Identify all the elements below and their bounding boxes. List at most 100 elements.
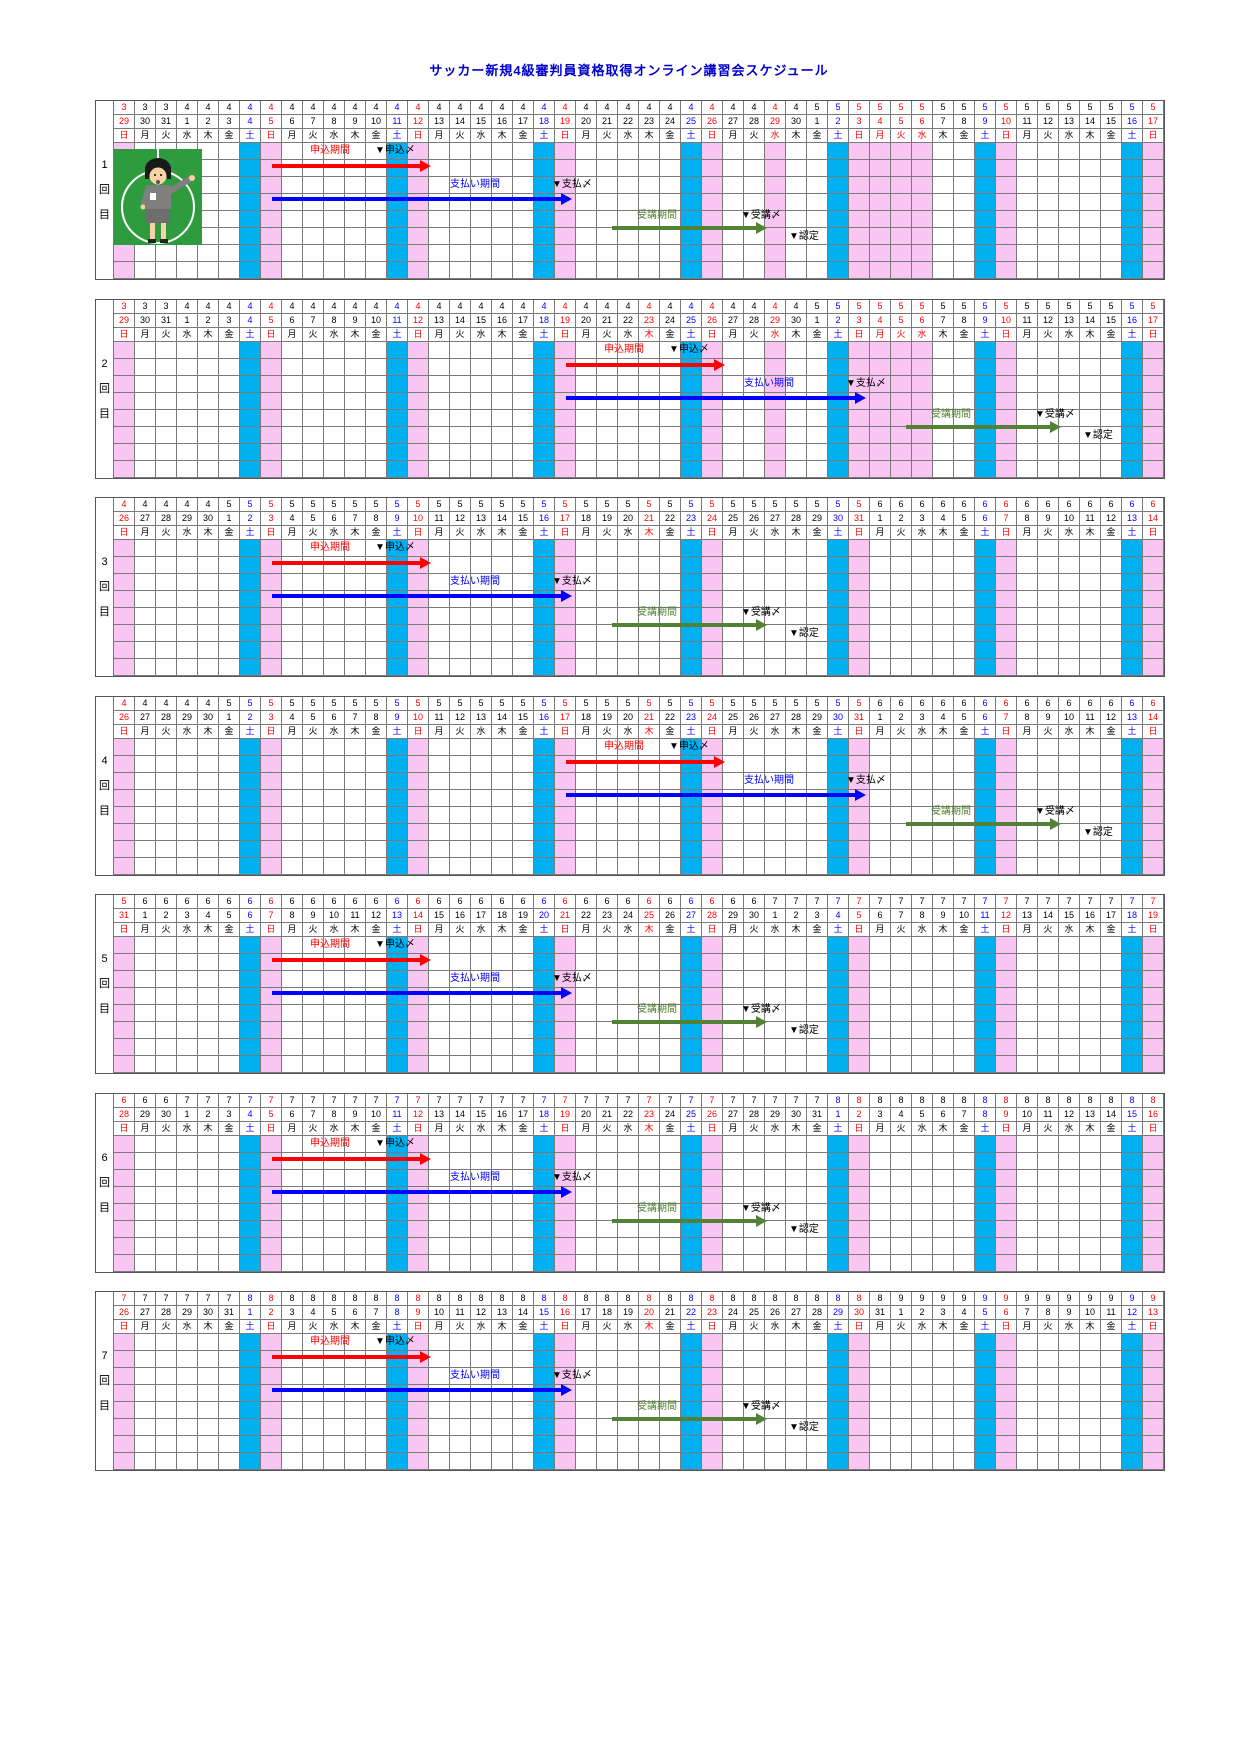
calendar-column xyxy=(555,739,576,875)
month-cell: 8 xyxy=(513,1292,534,1306)
day-cell: 3 xyxy=(261,512,282,526)
calendar-column xyxy=(534,143,555,279)
calendar-column xyxy=(639,540,660,676)
weekday-cell: 木 xyxy=(198,129,219,143)
day-cell: 17 xyxy=(555,711,576,725)
apply-period-arrow-head xyxy=(420,954,431,966)
month-cell: 5 xyxy=(996,300,1017,314)
weekday-cell: 月 xyxy=(282,923,303,937)
weekday-cell: 土 xyxy=(387,328,408,342)
weekday-cell: 土 xyxy=(975,1122,996,1136)
day-cell: 6 xyxy=(324,512,345,526)
day-cell: 1 xyxy=(219,711,240,725)
day-cell: 24 xyxy=(618,909,639,923)
day-cell: 7 xyxy=(996,711,1017,725)
calendar-column xyxy=(807,1334,828,1470)
month-cell: 6 xyxy=(975,697,996,711)
calendar-body-row xyxy=(114,342,1164,478)
month-cell: 6 xyxy=(156,895,177,909)
calendar-column xyxy=(870,143,891,279)
weekday-cell: 日 xyxy=(996,1122,1017,1136)
payment-period-arrow-head xyxy=(855,392,866,404)
month-cell: 5 xyxy=(702,498,723,512)
weekday-cell: 火 xyxy=(597,328,618,342)
weekday-cell: 日 xyxy=(555,1122,576,1136)
month-cell: 5 xyxy=(933,101,954,115)
weekday-cell: 日 xyxy=(996,1320,1017,1334)
weekday-cell: 水 xyxy=(912,129,933,143)
weekday-cell: 日 xyxy=(1143,923,1164,937)
session-label-char: 回 xyxy=(99,1176,110,1189)
weekday-cell: 金 xyxy=(954,725,975,739)
month-cell: 7 xyxy=(177,1094,198,1108)
day-cell: 23 xyxy=(597,909,618,923)
calendar-column xyxy=(219,1334,240,1470)
day-cell: 8 xyxy=(366,711,387,725)
weekday-cell: 日 xyxy=(702,129,723,143)
calendar-column xyxy=(996,937,1017,1073)
month-cell: 7 xyxy=(807,895,828,909)
day-cell: 13 xyxy=(429,115,450,129)
day-cell: 2 xyxy=(828,314,849,328)
payment-period-arrow xyxy=(566,793,855,797)
calendar-column xyxy=(723,143,744,279)
month-cell: 7 xyxy=(765,895,786,909)
payment-period-arrow-head xyxy=(855,789,866,801)
weekday-cell: 火 xyxy=(1038,526,1059,540)
month-cell: 4 xyxy=(240,101,261,115)
month-cell: 4 xyxy=(576,300,597,314)
day-cell: 26 xyxy=(765,1306,786,1320)
calendar-column xyxy=(219,1136,240,1272)
session-label-char: 1 xyxy=(101,158,108,171)
calendar-column xyxy=(597,342,618,478)
day-cell: 27 xyxy=(723,1108,744,1122)
day-cell: 24 xyxy=(660,1108,681,1122)
calendar-column xyxy=(849,342,870,478)
calendar-column xyxy=(660,143,681,279)
day-cell: 10 xyxy=(1017,1108,1038,1122)
month-cell: 8 xyxy=(1017,1094,1038,1108)
month-cell: 4 xyxy=(786,101,807,115)
month-cell: 5 xyxy=(1101,300,1122,314)
day-cell: 7 xyxy=(954,1108,975,1122)
day-cell: 11 xyxy=(975,909,996,923)
day-cell: 29 xyxy=(177,711,198,725)
month-cell: 7 xyxy=(1017,895,1038,909)
calendar-column xyxy=(513,739,534,875)
weekday-cell: 日 xyxy=(261,1122,282,1136)
month-cell: 5 xyxy=(1017,101,1038,115)
day-cell: 21 xyxy=(555,909,576,923)
day-cell: 6 xyxy=(345,1306,366,1320)
month-cell: 9 xyxy=(1143,1292,1164,1306)
calendar-column xyxy=(933,937,954,1073)
calendar-column xyxy=(597,1136,618,1272)
day-cell: 10 xyxy=(366,1108,387,1122)
weekday-cell: 火 xyxy=(891,1320,912,1334)
weekday-cell: 月 xyxy=(870,923,891,937)
weekday-cell: 火 xyxy=(744,725,765,739)
calendar-column xyxy=(450,739,471,875)
weekday-cell: 日 xyxy=(261,526,282,540)
weekday-cell: 火 xyxy=(450,923,471,937)
day-cell: 8 xyxy=(975,1108,996,1122)
payment-deadline-marker: ▼支払〆 xyxy=(552,1370,592,1381)
day-cell: 8 xyxy=(1017,512,1038,526)
month-cell: 6 xyxy=(135,895,156,909)
weekday-cell: 日 xyxy=(849,328,870,342)
weekday-cell: 木 xyxy=(198,923,219,937)
month-cell: 7 xyxy=(324,1094,345,1108)
calendar-column xyxy=(1038,937,1059,1073)
calendar-column xyxy=(492,739,513,875)
weekday-cell: 火 xyxy=(597,129,618,143)
weekday-cell: 月 xyxy=(429,1122,450,1136)
weekday-cell: 土 xyxy=(681,1320,702,1334)
calendar-column xyxy=(534,342,555,478)
weekday-cell: 木 xyxy=(492,129,513,143)
day-cell: 15 xyxy=(471,115,492,129)
day-cell: 10 xyxy=(996,115,1017,129)
course-period-arrow-head xyxy=(1050,818,1061,830)
payment-period-label: 支払い期間 xyxy=(450,179,500,190)
weekday-cell: 日 xyxy=(702,328,723,342)
month-cell: 7 xyxy=(177,1292,198,1306)
